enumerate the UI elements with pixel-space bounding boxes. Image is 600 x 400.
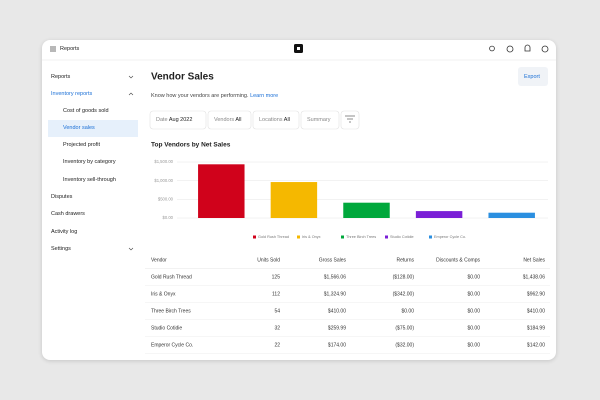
sidebar-item[interactable]: Activity log [51,229,78,235]
column-header: Net Sales [523,257,545,263]
bar [343,202,390,218]
y-tick-label: $0.00 [163,215,174,220]
sidebar-item[interactable]: Disputes [51,194,73,200]
table-cell: Emperor Cycle Co. [151,342,193,348]
table-cell: $184.99 [527,325,545,331]
subtitle: Know how your vendors are performing. [151,93,249,99]
table-cell: Gold Rush Thread [151,274,192,280]
filter-label[interactable]: Summary [307,117,331,123]
filter-chip[interactable] [300,110,340,130]
help-icon[interactable] [541,45,549,53]
table-cell: $1,324.90 [324,291,346,297]
chat-icon[interactable] [506,45,514,53]
table-cell: 112 [272,291,280,297]
table-cell: 32 [274,325,280,331]
sidebar-item[interactable]: Cost of goods sold [63,108,109,114]
legend-label: Iris & Onyx [302,235,321,239]
filter-label[interactable]: Vendors All [214,117,242,123]
legend-swatch [341,235,344,239]
legend-swatch [297,235,300,239]
filter-value[interactable]: All [235,117,242,123]
sidebar-item[interactable]: Cash drawers [51,211,85,217]
bell-icon[interactable] [524,44,531,52]
table-cell: Studio Cotidie [151,325,182,331]
table-cell: $1,566.06 [324,274,346,280]
sidebar-item[interactable]: Settings [51,246,71,252]
bar [415,211,463,218]
bar [488,212,535,218]
sidebar-item[interactable]: Inventory reports [51,91,93,97]
sidebar-item[interactable]: Projected profit [63,142,100,148]
y-tick-label: $1,500.00 [154,159,173,164]
table-cell: $962.90 [527,291,545,297]
chevrons [128,75,134,251]
y-tick-label: $1,000.00 [154,178,173,183]
table-cell: $142.00 [527,342,545,348]
table-cell: $1,438.06 [523,274,545,280]
legend-swatch [385,235,388,239]
table-cell: Iris & Onyx [151,291,176,297]
table-cell: $0.00 [467,325,480,331]
bar [270,182,318,218]
table-cell: 22 [274,342,280,348]
export-button[interactable] [518,67,548,86]
column-header: Vendor [151,257,167,263]
menu-icon[interactable] [50,46,56,52]
filter-chip[interactable] [252,110,300,130]
table-cell: $0.00 [467,308,480,314]
column-header: Returns [396,257,414,263]
filter-value[interactable]: Aug 2022 [168,117,193,123]
table-cell: $410.00 [527,308,545,314]
table-cell: $0.00 [467,342,480,348]
table-cell: 125 [272,274,281,280]
sidebar-item[interactable]: Inventory by category [63,159,116,165]
legend-label: Gold Rush Thread [258,235,289,239]
table-cell: $0.00 [467,274,480,280]
table-cell: 54 [274,308,280,314]
legend-label: Three Birch Trees [346,235,376,239]
chart-title: Top Vendors by Net Sales [151,141,231,149]
filter-label[interactable]: Locations All [259,117,290,123]
learn-more-link[interactable]: Learn more [250,93,279,99]
table-cell: $0.00 [401,308,414,314]
export-label[interactable]: Export [524,74,540,80]
topbar-title: Reports [60,46,80,52]
bar [198,164,245,218]
logo-inner [297,47,300,50]
column-header: Discounts & Comps [436,257,480,263]
table-cell: ($342.00) [393,291,415,297]
sidebar-item[interactable]: Reports [51,74,71,80]
column-header: Units Sold [257,257,280,263]
filter-label[interactable]: Date Aug 2022 [156,117,193,123]
filter-chip[interactable] [207,110,252,130]
table-cell: ($128.00) [393,274,415,280]
sidebar-item[interactable]: Inventory sell-through [63,177,116,183]
filter-button[interactable] [340,110,360,130]
filter-chip[interactable] [149,110,207,130]
page-title: Vendor Sales [151,71,214,83]
filter-value[interactable]: All [283,117,290,123]
legend-label: Emperor Cycle Co. [434,235,466,239]
column-header: Gross Sales [319,257,347,263]
table-cell: ($75.00) [395,325,414,331]
search-icon[interactable] [489,45,495,52]
table-cell: $0.00 [467,291,480,297]
filter-icon [345,115,355,123]
selected-item-bg [48,120,138,137]
legend-label: Studio Cotidie [390,235,414,239]
table-cell: $410.00 [328,308,346,314]
legend-swatch [253,235,256,239]
table-cell: ($32.00) [395,342,414,348]
legend-swatch [429,235,432,239]
table-cell: $174.00 [328,342,346,348]
table-cell: $259.99 [328,325,346,331]
y-tick-label: $500.00 [158,196,174,201]
sidebar-item[interactable]: Vendor sales [63,125,95,131]
table-cell: Three Birch Trees [151,308,191,314]
